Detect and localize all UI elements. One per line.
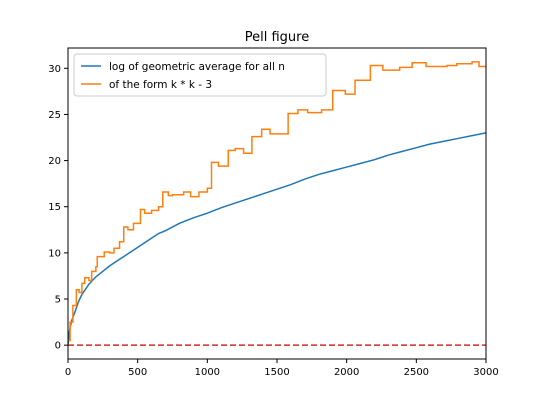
y-tick-label: 20 xyxy=(48,156,61,167)
x-tick-label: 2500 xyxy=(404,367,429,378)
legend-label: of the form k * k - 3 xyxy=(109,79,212,91)
series-line-2 xyxy=(68,61,486,342)
legend-box xyxy=(73,53,327,97)
x-tick-label: 1000 xyxy=(195,367,220,378)
y-tick-label: 25 xyxy=(48,110,61,121)
y-tick-label: 15 xyxy=(48,202,61,213)
x-tick-label: 3000 xyxy=(473,367,498,378)
plot-area: 0 500 1000 1500 2000 2500 3000 0 5 10 15 20 25 30 log … xyxy=(48,47,499,378)
y-tick-label: 10 xyxy=(48,248,61,259)
y-tick-label: 5 xyxy=(55,295,61,306)
y-tick-label: 30 xyxy=(48,64,61,75)
chart-title: Pell figure xyxy=(245,30,309,45)
y-tick-label: 0 xyxy=(55,341,61,352)
x-tick-label: 1500 xyxy=(264,367,289,378)
x-tick-label: 0 xyxy=(65,367,71,378)
x-tick-label: 500 xyxy=(128,367,147,378)
legend-label: log of geometric average for all n xyxy=(109,61,285,73)
series-line-1 xyxy=(68,132,486,346)
x-tick-label: 2000 xyxy=(334,367,359,378)
